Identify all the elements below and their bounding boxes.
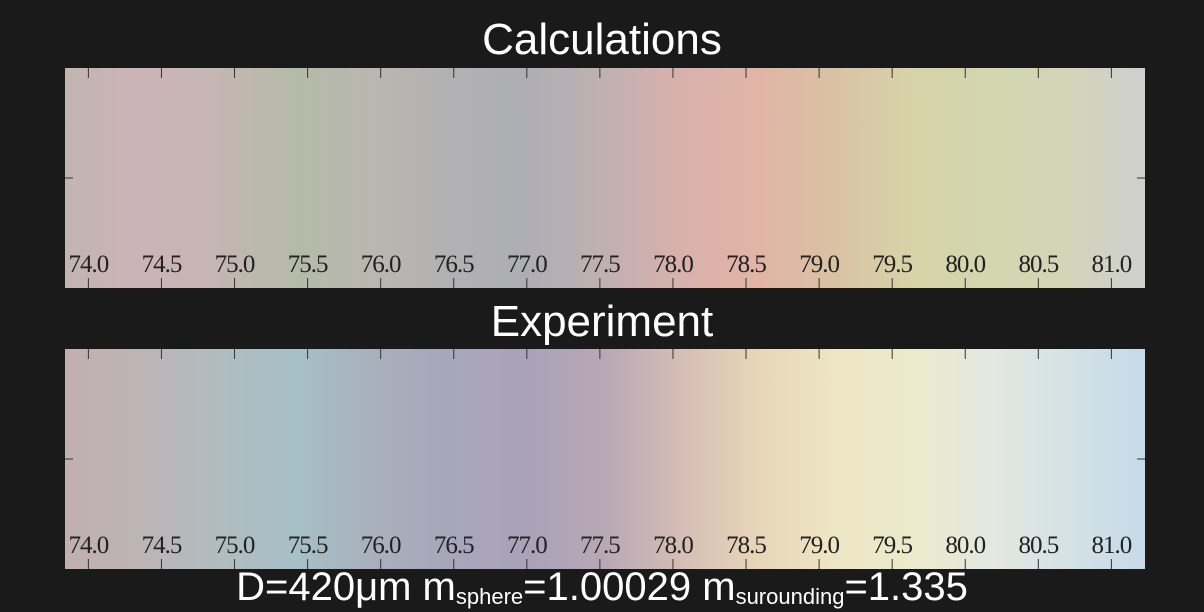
caption-part: D=420μm m — [236, 565, 456, 609]
caption-part: =1.00029 m — [523, 565, 735, 609]
x-tick-label: 77.0 — [507, 532, 547, 559]
x-tick-label: 80.0 — [945, 251, 985, 278]
x-tick-label: 81.0 — [1092, 532, 1132, 559]
x-tick-label: 80.5 — [1018, 532, 1058, 559]
x-tick-label: 74.0 — [69, 532, 109, 559]
x-tick-label: 77.5 — [580, 532, 620, 559]
x-tick-label: 78.0 — [653, 532, 693, 559]
x-tick-label: 79.0 — [799, 251, 839, 278]
x-tick-label: 77.0 — [507, 251, 547, 278]
x-tick-label: 76.0 — [361, 251, 401, 278]
caption-part: =1.335 — [844, 565, 967, 609]
x-tick-label: 74.0 — [69, 251, 109, 278]
x-tick-label: 75.0 — [215, 251, 255, 278]
caption-part: sphere — [456, 584, 523, 609]
x-tick-label: 75.5 — [288, 251, 328, 278]
x-tick-label: 81.0 — [1092, 251, 1132, 278]
x-tick-label: 74.5 — [142, 532, 182, 559]
x-tick-label: 76.5 — [434, 251, 474, 278]
x-tick-label: 77.5 — [580, 251, 620, 278]
x-tick-label: 79.5 — [872, 532, 912, 559]
x-tick-label: 79.5 — [872, 251, 912, 278]
x-tick-label: 78.5 — [726, 532, 766, 559]
spectrum-strip — [65, 349, 1145, 569]
panel-title: Experiment — [491, 297, 714, 346]
x-tick-label: 74.5 — [142, 251, 182, 278]
x-tick-label: 75.0 — [215, 532, 255, 559]
spectrum-strip — [65, 68, 1145, 288]
caption: D=420μm msphere=1.00029 msurounding=1.33… — [236, 565, 968, 609]
x-tick-label: 80.0 — [945, 532, 985, 559]
x-tick-label: 80.5 — [1018, 251, 1058, 278]
x-tick-label: 75.5 — [288, 532, 328, 559]
x-tick-label: 79.0 — [799, 532, 839, 559]
x-tick-label: 78.0 — [653, 251, 693, 278]
caption-part: surounding — [736, 584, 845, 609]
x-tick-label: 76.5 — [434, 532, 474, 559]
x-tick-label: 78.5 — [726, 251, 766, 278]
x-tick-label: 76.0 — [361, 532, 401, 559]
panel-title: Calculations — [482, 15, 722, 64]
